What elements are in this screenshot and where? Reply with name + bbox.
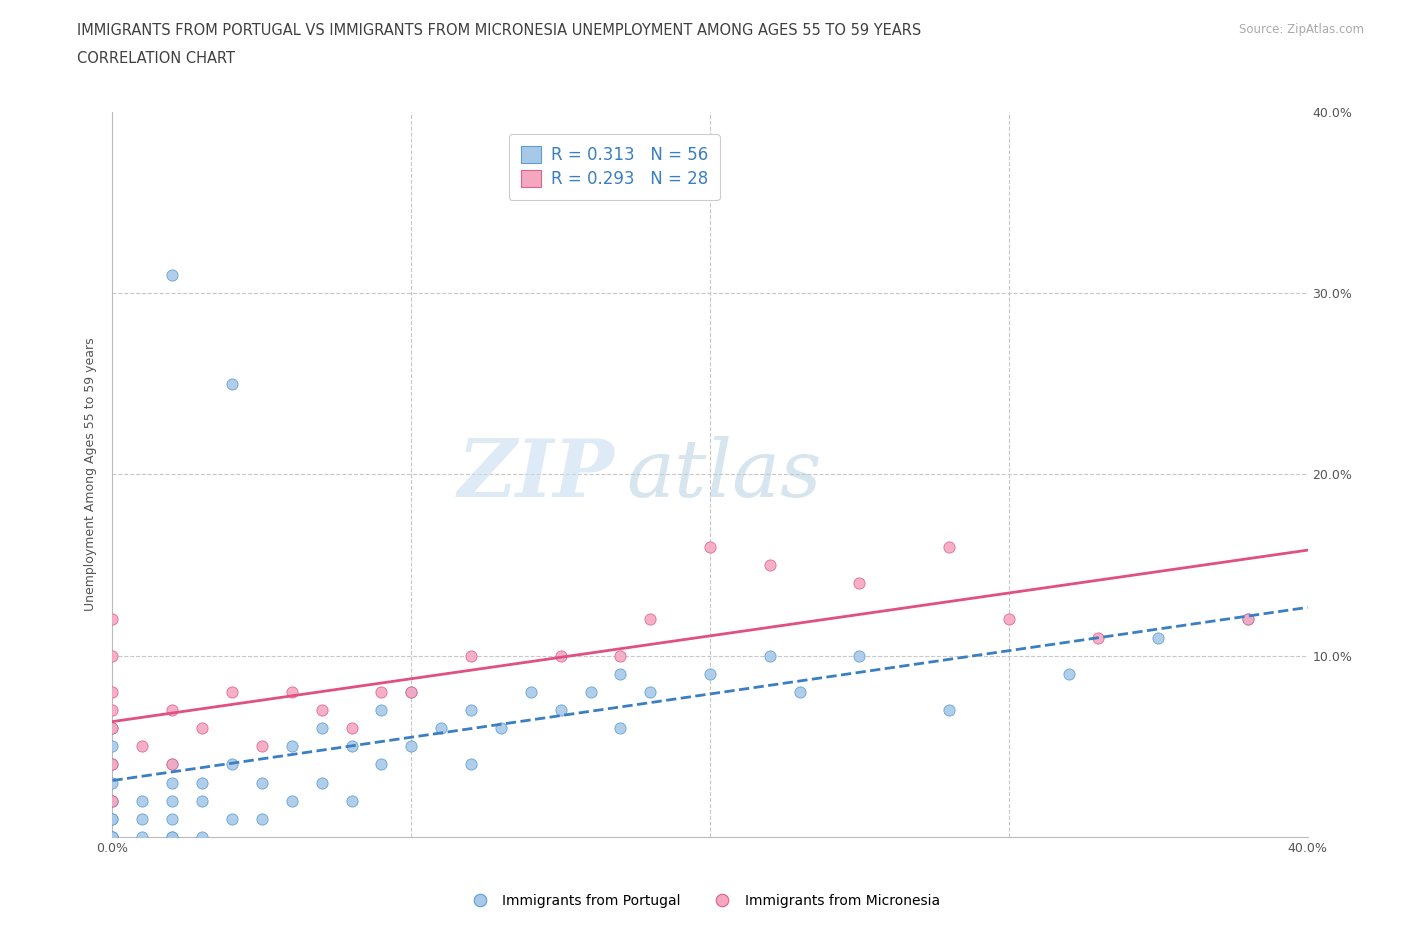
Point (759, 648, 782, 663)
Point (609, 648, 631, 663)
Point (101, 684, 124, 699)
Point (281, 738, 304, 753)
Point (609, 667, 631, 682)
Point (101, 612, 124, 627)
Point (101, 738, 124, 753)
Point (101, 830, 124, 844)
Legend: R = 0.313   N = 56, R = 0.293   N = 28: R = 0.313 N = 56, R = 0.293 N = 28 (509, 135, 720, 200)
Point (699, 667, 721, 682)
Point (401, 684, 423, 699)
Point (938, 539, 960, 554)
Point (221, 377, 243, 392)
Point (162, 830, 183, 844)
Point (250, 738, 273, 753)
Point (101, 811, 124, 827)
Point (489, 721, 512, 736)
Point (131, 738, 153, 753)
Point (101, 721, 124, 736)
Point (162, 811, 183, 827)
Point (101, 830, 124, 844)
Point (311, 721, 333, 736)
Point (101, 776, 124, 790)
Point (101, 703, 124, 718)
Point (460, 703, 482, 718)
Point (848, 648, 870, 663)
Point (520, 684, 543, 699)
Point (101, 830, 124, 844)
Point (1057, 667, 1080, 682)
Point (938, 703, 960, 718)
Point (221, 684, 243, 699)
Point (998, 612, 1021, 627)
Text: ZIP: ZIP (457, 435, 614, 513)
Point (430, 721, 453, 736)
Point (281, 684, 304, 699)
Point (370, 703, 392, 718)
Point (1237, 612, 1260, 627)
Point (131, 830, 153, 844)
Point (162, 793, 183, 808)
Point (101, 793, 124, 808)
Point (101, 648, 124, 663)
Point (191, 793, 214, 808)
Point (250, 811, 273, 827)
Point (101, 830, 124, 844)
Point (162, 830, 183, 844)
Point (370, 684, 392, 699)
Point (162, 703, 183, 718)
Point (848, 576, 870, 591)
Point (311, 776, 333, 790)
Text: CORRELATION CHART: CORRELATION CHART (77, 51, 235, 66)
Point (101, 757, 124, 772)
Text: IMMIGRANTS FROM PORTUGAL VS IMMIGRANTS FROM MICRONESIA UNEMPLOYMENT AMONG AGES 5: IMMIGRANTS FROM PORTUGAL VS IMMIGRANTS F… (77, 23, 921, 38)
Point (221, 811, 243, 827)
Point (191, 776, 214, 790)
Point (131, 793, 153, 808)
Point (221, 757, 243, 772)
Point (340, 721, 363, 736)
Point (401, 684, 423, 699)
Point (579, 684, 602, 699)
Point (101, 793, 124, 808)
Legend: Immigrants from Portugal, Immigrants from Micronesia: Immigrants from Portugal, Immigrants fro… (461, 889, 945, 914)
Point (759, 558, 782, 573)
Point (609, 721, 631, 736)
Point (162, 757, 183, 772)
Point (191, 830, 214, 844)
Point (1087, 631, 1109, 645)
Point (281, 793, 304, 808)
Text: Source: ZipAtlas.com: Source: ZipAtlas.com (1239, 23, 1364, 36)
Point (640, 612, 662, 627)
Point (401, 738, 423, 753)
Point (550, 648, 572, 663)
Point (191, 721, 214, 736)
Point (1237, 612, 1260, 627)
Point (250, 776, 273, 790)
Point (162, 268, 183, 283)
Point (101, 811, 124, 827)
Point (550, 703, 572, 718)
Point (340, 738, 363, 753)
Point (340, 793, 363, 808)
Point (789, 684, 811, 699)
Point (131, 811, 153, 827)
Point (640, 684, 662, 699)
Point (460, 757, 482, 772)
Point (162, 757, 183, 772)
Text: atlas: atlas (627, 435, 821, 513)
Point (101, 757, 124, 772)
Point (101, 721, 124, 736)
Point (101, 793, 124, 808)
Point (699, 539, 721, 554)
Y-axis label: Unemployment Among Ages 55 to 59 years: Unemployment Among Ages 55 to 59 years (83, 338, 97, 611)
Point (162, 776, 183, 790)
Point (460, 648, 482, 663)
Point (1147, 631, 1170, 645)
Point (370, 757, 392, 772)
Point (311, 703, 333, 718)
